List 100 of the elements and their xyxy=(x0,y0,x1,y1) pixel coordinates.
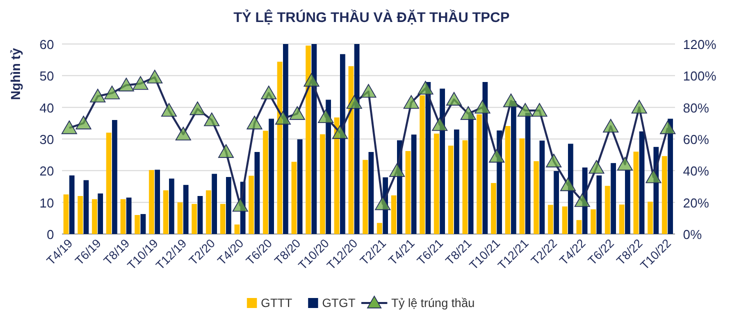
point xyxy=(90,88,106,102)
bar xyxy=(662,156,668,234)
bar xyxy=(639,131,644,234)
bar xyxy=(277,62,282,234)
y2-tick-label: 0% xyxy=(683,227,702,242)
bar xyxy=(534,161,539,234)
bar xyxy=(619,204,624,234)
point xyxy=(418,80,434,95)
point xyxy=(289,106,306,120)
point xyxy=(175,126,192,140)
point xyxy=(190,101,206,116)
point xyxy=(232,198,248,212)
y-tick-label: 10 xyxy=(40,195,54,210)
point xyxy=(389,163,405,177)
bar xyxy=(440,88,445,234)
bar xyxy=(183,184,189,234)
point xyxy=(61,120,78,134)
point xyxy=(218,144,234,158)
point xyxy=(488,148,505,163)
bar xyxy=(434,134,440,234)
bar xyxy=(84,180,89,234)
bar xyxy=(283,44,288,234)
bar xyxy=(624,170,630,234)
bar xyxy=(354,44,360,234)
point xyxy=(403,95,420,109)
bar xyxy=(198,196,203,234)
bar xyxy=(306,46,311,234)
legend-label: Tỷ lệ trúng thầu xyxy=(391,296,475,310)
point xyxy=(146,70,163,84)
y2-tick-label: 80% xyxy=(683,100,710,116)
point xyxy=(631,100,648,114)
bar xyxy=(334,117,340,234)
bar xyxy=(320,134,326,234)
chart-title: TỶ LỆ TRÚNG THẦU VÀ ĐẶT THẦU TPCP xyxy=(233,9,510,25)
point xyxy=(474,100,490,114)
point xyxy=(204,112,220,126)
bar xyxy=(134,215,140,234)
bar xyxy=(362,160,368,234)
bar xyxy=(462,140,468,234)
bar xyxy=(78,196,83,234)
bar xyxy=(604,186,610,234)
bar xyxy=(154,170,160,234)
bar xyxy=(576,220,582,234)
bar xyxy=(148,170,154,234)
bar xyxy=(548,204,554,234)
point xyxy=(360,84,376,98)
bar xyxy=(610,163,616,234)
bar xyxy=(405,151,411,234)
point xyxy=(646,170,662,184)
point xyxy=(346,95,362,109)
bar xyxy=(448,146,454,234)
bar xyxy=(391,195,396,234)
bar xyxy=(297,139,302,234)
point xyxy=(546,154,562,168)
point xyxy=(76,116,92,130)
bar xyxy=(648,202,653,234)
bar xyxy=(206,190,212,234)
bar xyxy=(590,209,596,234)
bar xyxy=(140,214,146,234)
y-tick-label: 0 xyxy=(46,227,54,242)
bar xyxy=(169,178,174,234)
point xyxy=(517,103,534,117)
y2-tick-label: 60% xyxy=(683,132,710,147)
point xyxy=(332,125,348,139)
bar xyxy=(554,170,559,234)
point xyxy=(446,92,462,106)
bar xyxy=(98,193,104,234)
point xyxy=(275,110,291,125)
bar xyxy=(262,130,268,234)
y-tick-label: 30 xyxy=(40,132,54,147)
y-tick-label: 60 xyxy=(40,37,54,52)
point xyxy=(617,156,633,171)
point xyxy=(374,196,391,210)
point xyxy=(318,109,334,124)
y-tick-label: 20 xyxy=(40,164,54,179)
bar xyxy=(490,183,496,234)
bar xyxy=(163,190,168,234)
bar xyxy=(476,114,482,234)
y-axis-title: Nghìn tỷ xyxy=(8,47,23,100)
point xyxy=(460,106,476,120)
bar xyxy=(126,198,132,234)
point xyxy=(161,103,177,117)
point xyxy=(532,103,548,117)
bar xyxy=(596,175,602,234)
point xyxy=(560,177,576,192)
point xyxy=(118,78,134,92)
bar xyxy=(63,194,69,234)
point xyxy=(588,160,604,174)
bar xyxy=(234,224,240,234)
point xyxy=(304,72,320,87)
point xyxy=(132,76,148,90)
bar xyxy=(220,204,226,234)
bar xyxy=(268,118,274,234)
bar xyxy=(112,120,118,234)
y2-tick-label: 40% xyxy=(683,164,710,179)
bar xyxy=(510,101,516,234)
legend-label: GTGT xyxy=(322,296,356,310)
bar xyxy=(212,174,217,234)
bar xyxy=(562,206,568,234)
bar xyxy=(106,132,112,234)
